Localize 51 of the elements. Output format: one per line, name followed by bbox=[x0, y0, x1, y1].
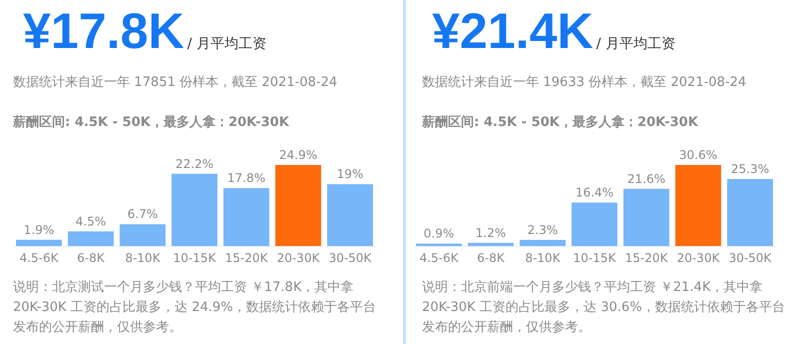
bar bbox=[275, 165, 322, 246]
chart-subtitle: / 月平均工资 bbox=[596, 35, 676, 53]
data-label: 30.6% bbox=[679, 148, 718, 162]
data-label: 1.2% bbox=[476, 226, 506, 240]
bar bbox=[572, 202, 618, 246]
data-label: 25.3% bbox=[731, 162, 770, 176]
bar bbox=[68, 231, 114, 246]
bar bbox=[223, 188, 270, 246]
data-label: 4.5% bbox=[76, 214, 106, 228]
bar bbox=[16, 240, 62, 246]
text: 数据统计来自近一年 19633 份样本，截至 2021-08-24 bbox=[422, 74, 746, 91]
bar bbox=[327, 184, 373, 246]
text: 薪酬区间: 4.5K - 50K，最多人拿：20K-30K bbox=[422, 114, 698, 131]
bar bbox=[727, 179, 773, 246]
x-tick-label: 4.5-6K bbox=[19, 251, 60, 265]
x-tick-label: 8-10K bbox=[125, 251, 162, 265]
bar bbox=[623, 188, 670, 246]
data-label: 0.9% bbox=[424, 226, 454, 241]
x-tick-label: 8-10K bbox=[525, 251, 562, 265]
chart-subtitle: / 月平均工资 bbox=[187, 35, 266, 53]
data-label: 24.9% bbox=[279, 148, 318, 162]
x-tick-label: 4.5-6K bbox=[419, 251, 460, 265]
data-label: 22.2% bbox=[175, 156, 214, 171]
x-tick-label: 30-50K bbox=[728, 251, 773, 265]
data-label: 2.3% bbox=[527, 222, 558, 237]
x-tick-label: 15-20K bbox=[224, 251, 269, 265]
x-tick-label: 20-30K bbox=[676, 251, 721, 265]
data-label: 21.6% bbox=[627, 172, 666, 186]
text: 薪酬区间: 4.5K - 50K，最多人拿：20K-30K bbox=[13, 114, 290, 131]
x-tick-label: 6-8K bbox=[477, 251, 506, 265]
x-tick-label: 6-8K bbox=[77, 251, 106, 265]
data-label: 16.4% bbox=[575, 186, 614, 200]
chart-title: ¥21.4K bbox=[432, 2, 594, 60]
data-label: 6.7% bbox=[127, 207, 158, 222]
x-tick-label: 30-50K bbox=[328, 251, 373, 265]
text: 说明：北京前端一个月多少钱？平均工资 ￥21.4K，其中拿 20K-30K 工资的占比最多，达 30.6%，数据统计依赖于各平台发布的公开薪酬，仅供参考。 bbox=[422, 279, 786, 337]
data-label: 17.8% bbox=[227, 171, 266, 186]
x-tick-label: 20-30K bbox=[276, 251, 321, 265]
data-label: 1.9% bbox=[24, 222, 54, 237]
text: 数据统计来自近一年 17851 份样本，截至 2021-08-24 bbox=[13, 74, 338, 91]
data-label: 19% bbox=[336, 167, 364, 182]
bar bbox=[172, 174, 218, 246]
x-tick-label: 10-15K bbox=[573, 251, 617, 265]
bar bbox=[675, 165, 722, 246]
bar bbox=[520, 240, 566, 246]
text: 说明：北京测试一个月多少钱？平均工资 ￥17.8K，其中拿 20K-30K 工资的占比最多，达 24.9%，数据统计依赖于各平台发布的公开薪酬，仅供参考。 bbox=[13, 279, 378, 337]
chart-title: ¥17.8K bbox=[23, 2, 184, 60]
bar bbox=[468, 242, 514, 246]
x-tick-label: 10-15K bbox=[173, 251, 217, 265]
x-tick-label: 15-20K bbox=[624, 251, 669, 265]
bar bbox=[120, 224, 166, 246]
